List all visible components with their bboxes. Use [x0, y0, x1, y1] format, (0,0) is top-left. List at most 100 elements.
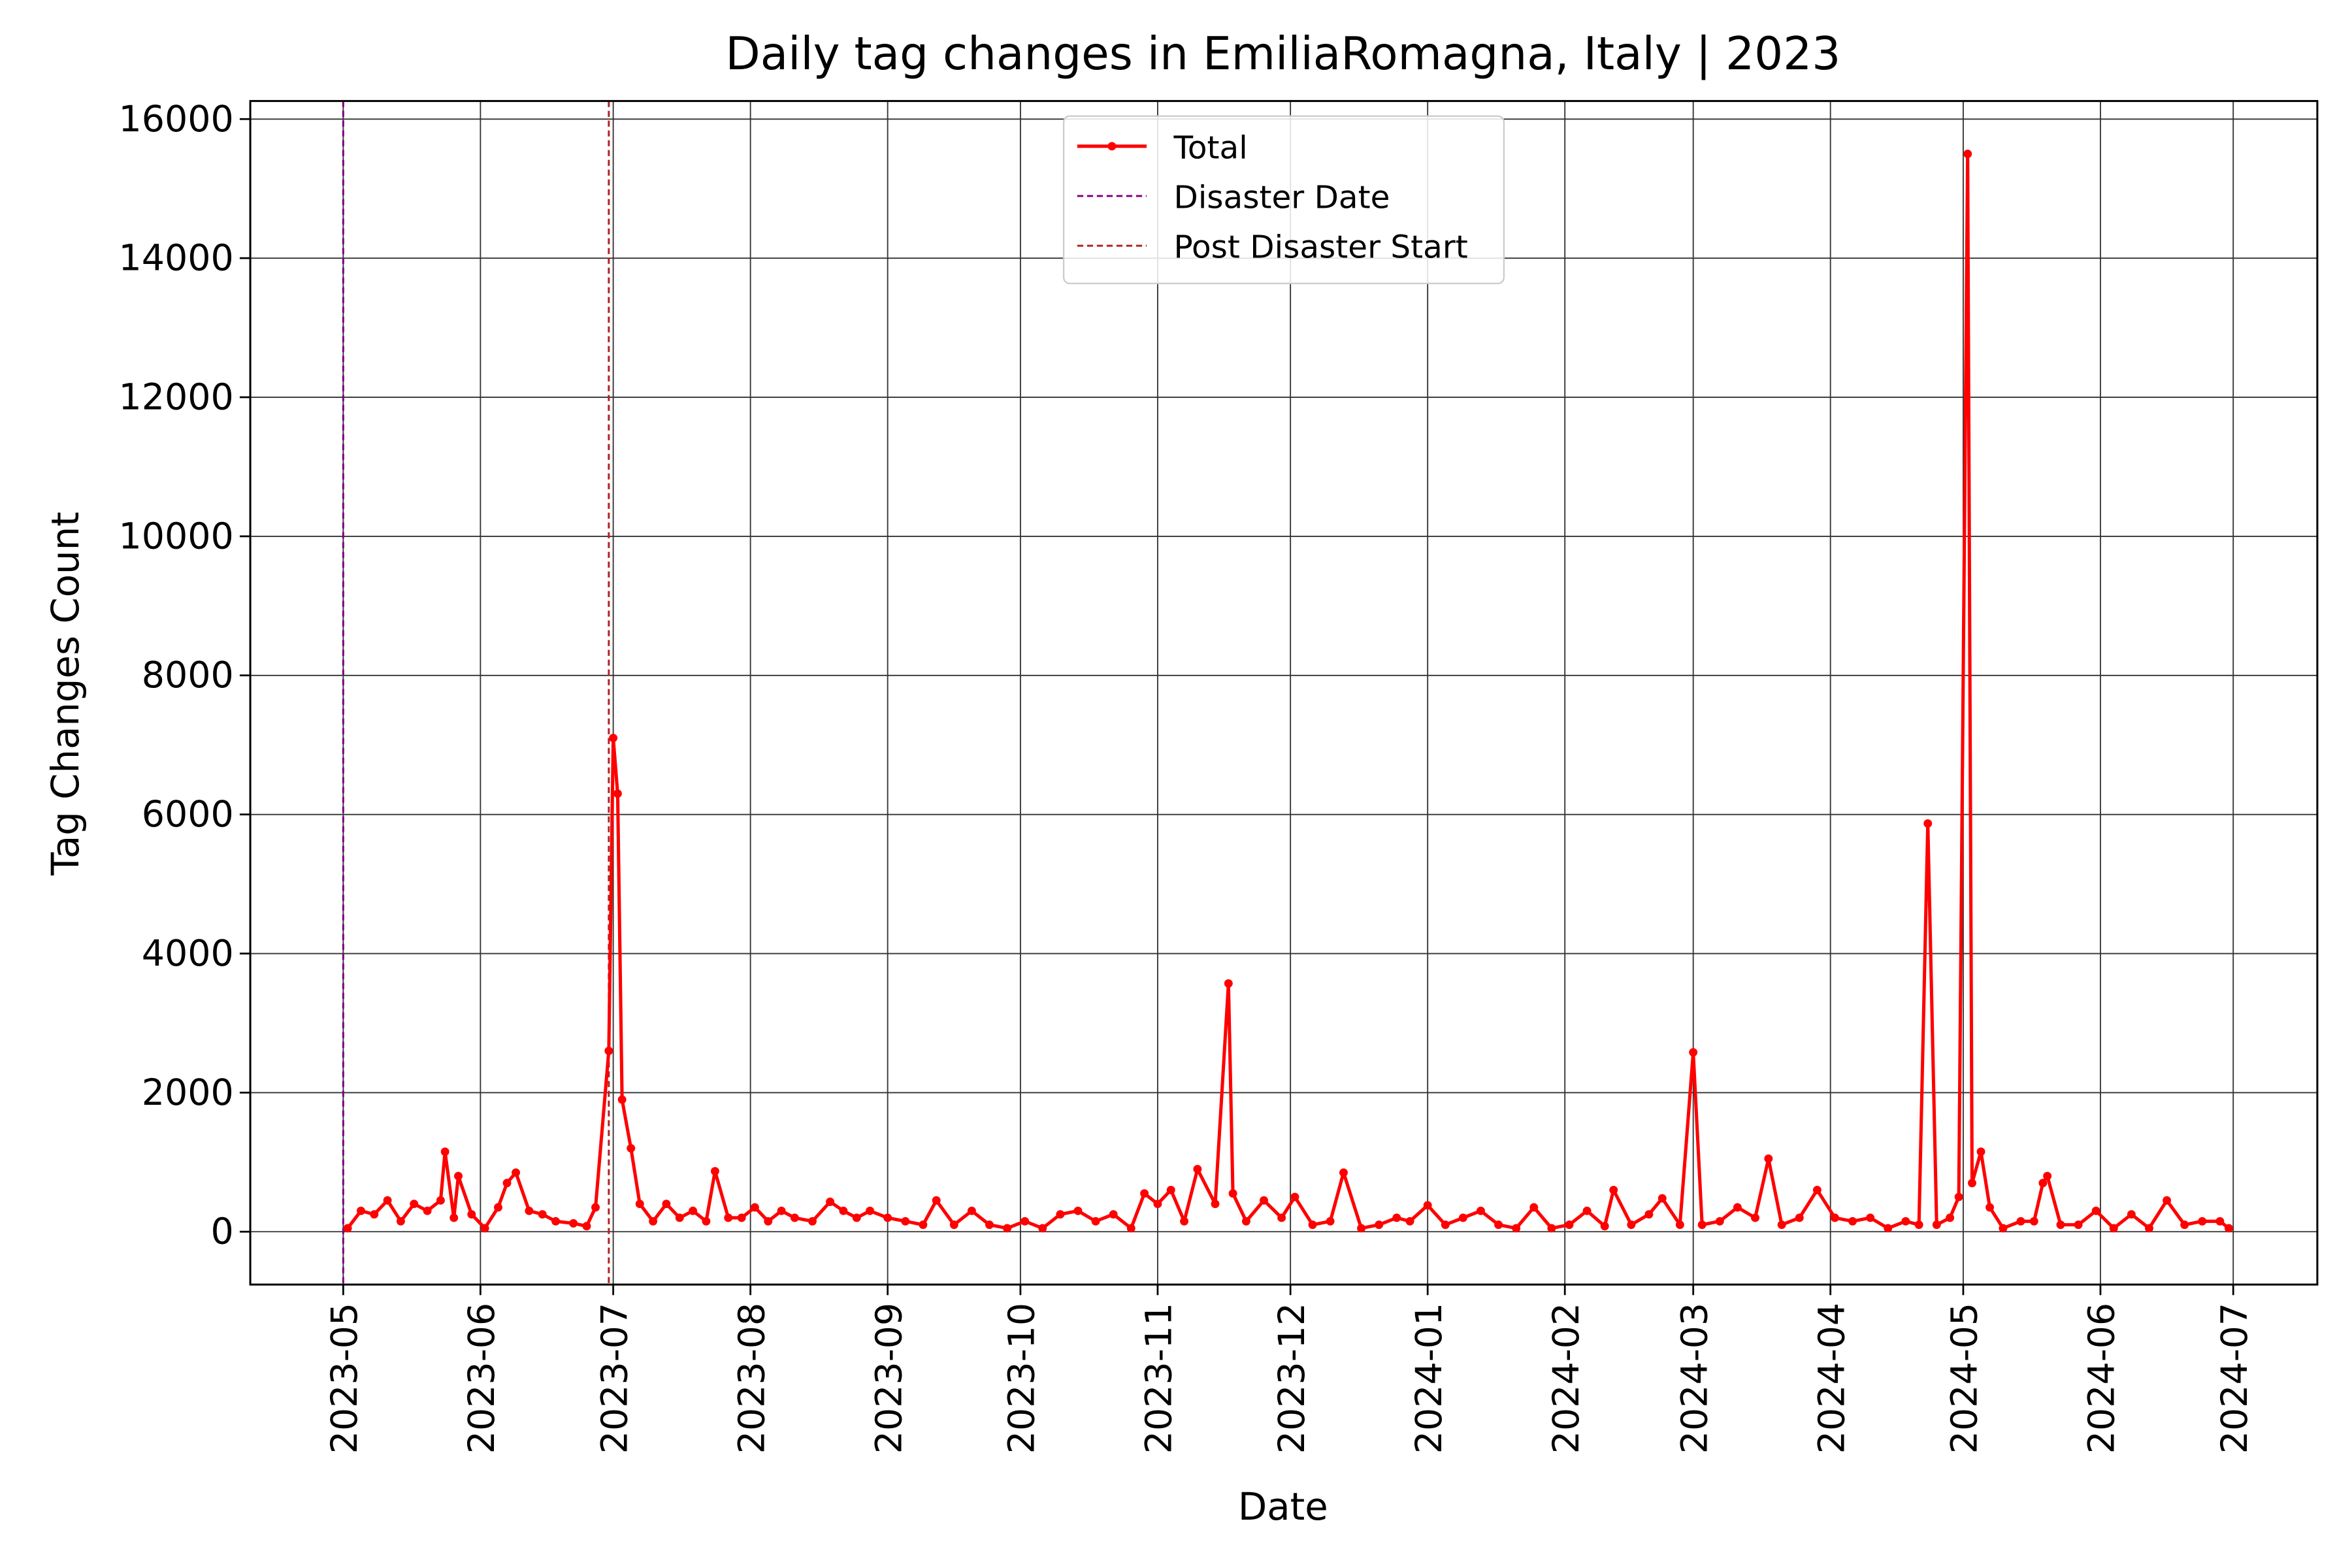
legend: Total Disaster Date Post Disaster Start [1062, 115, 1505, 284]
data-point [538, 1210, 547, 1219]
data-point [2198, 1217, 2207, 1226]
data-point [649, 1217, 658, 1226]
data-point [1375, 1220, 1384, 1230]
data-point [2091, 1206, 2100, 1215]
y-tick-label: 0 [210, 1211, 233, 1253]
chart-title: Daily tag changes in EmiliaRomagna, Ital… [725, 28, 1840, 80]
data-point [839, 1206, 848, 1215]
data-point [383, 1196, 392, 1205]
data-point [1193, 1165, 1202, 1173]
data-point [1140, 1189, 1149, 1198]
data-point [777, 1206, 786, 1215]
data-point [436, 1196, 445, 1205]
data-point [1795, 1213, 1804, 1222]
data-point [1021, 1217, 1030, 1226]
data-point [675, 1213, 684, 1222]
x-tick-label: 2023-05 [324, 1303, 366, 1454]
data-point [1056, 1210, 1065, 1219]
data-point [826, 1198, 835, 1206]
data-point [1644, 1210, 1654, 1219]
data-point [1166, 1185, 1175, 1194]
data-point [985, 1220, 994, 1230]
x-tick-label: 2024-02 [1546, 1303, 1588, 1454]
data-point [2127, 1210, 2136, 1219]
data-point [1946, 1213, 1955, 1222]
data-point [396, 1217, 405, 1226]
data-point [617, 1095, 627, 1104]
data-point [604, 1047, 613, 1055]
data-point [2224, 1224, 2233, 1233]
x-tick-label: 2024-04 [1811, 1303, 1853, 1454]
data-point [1600, 1222, 1609, 1231]
data-point [1153, 1200, 1162, 1209]
data-point [343, 1224, 352, 1233]
data-point [1126, 1224, 1135, 1233]
data-point [1968, 1179, 1976, 1188]
data-point [467, 1210, 476, 1219]
data-point [1985, 1203, 1995, 1212]
data-point [525, 1206, 534, 1215]
data-point [866, 1206, 875, 1215]
data-point [2163, 1196, 2172, 1205]
data-point [1658, 1194, 1667, 1203]
data-point [737, 1213, 746, 1222]
y-tick-label: 14000 [119, 238, 234, 280]
x-tick-label: 2023-11 [1139, 1303, 1181, 1454]
data-point [1963, 150, 1972, 158]
data-point [1038, 1224, 1047, 1233]
data-point [1512, 1224, 1521, 1233]
data-point [1627, 1220, 1636, 1230]
data-point [1405, 1217, 1414, 1226]
x-tick-label: 2023-10 [1002, 1303, 1043, 1454]
data-point [1954, 1192, 1963, 1201]
data-point [627, 1144, 636, 1153]
data-point [852, 1213, 861, 1222]
data-point [1180, 1217, 1189, 1226]
x-tick-label: 2023-12 [1271, 1303, 1313, 1454]
y-tick-label: 10000 [119, 515, 234, 557]
data-point [494, 1203, 502, 1212]
data-point [1715, 1217, 1724, 1226]
data-point [1091, 1217, 1100, 1226]
data-point [2145, 1224, 2153, 1233]
data-point [1831, 1213, 1839, 1222]
data-point [1458, 1213, 1467, 1222]
data-point [1866, 1213, 1875, 1222]
x-axis-label: Date [1238, 1484, 1328, 1529]
x-tick-label: 2024-05 [1944, 1303, 1986, 1454]
data-point [1914, 1220, 1923, 1230]
data-point [569, 1219, 578, 1228]
data-point [919, 1220, 928, 1230]
data-point [1764, 1154, 1773, 1163]
data-point [609, 734, 618, 743]
data-point [1224, 979, 1233, 988]
y-tick-label: 8000 [142, 655, 234, 696]
data-point [1326, 1217, 1335, 1226]
data-point [702, 1217, 711, 1226]
data-point [2038, 1179, 2048, 1188]
data-point [1689, 1048, 1698, 1057]
data-point [790, 1213, 799, 1222]
data-point [1675, 1220, 1684, 1230]
data-point [724, 1213, 733, 1222]
data-point [1932, 1220, 1941, 1230]
data-point [1441, 1220, 1450, 1230]
data-point [1392, 1213, 1401, 1222]
x-tick-label: 2023-07 [594, 1303, 636, 1454]
data-point [1228, 1189, 1237, 1198]
x-tick-label: 2024-06 [2082, 1303, 2123, 1454]
data-point [512, 1168, 521, 1177]
data-point [662, 1200, 671, 1209]
data-line [346, 152, 2230, 1230]
data-point [1109, 1210, 1118, 1219]
data-point [883, 1213, 892, 1222]
data-point [1529, 1203, 1539, 1212]
data-point [356, 1206, 365, 1215]
data-point [1812, 1185, 1821, 1194]
data-point [901, 1217, 910, 1226]
data-point [613, 789, 622, 798]
data-point [1999, 1224, 2008, 1233]
data-point [932, 1196, 941, 1205]
data-point [1609, 1185, 1618, 1194]
